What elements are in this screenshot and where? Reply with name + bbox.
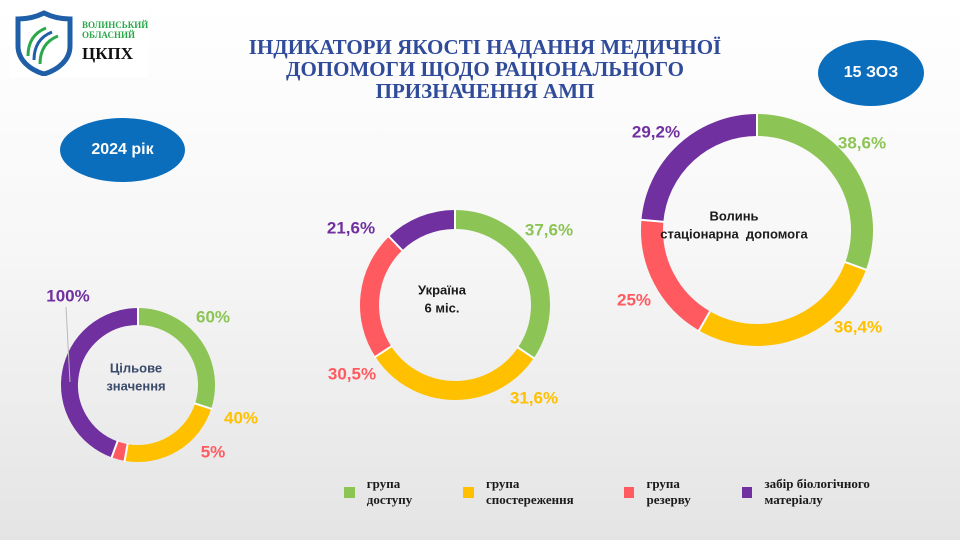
- data-label-reserve: 25%: [617, 290, 651, 309]
- legend-swatch: [344, 486, 355, 498]
- legend-label: група доступу: [366, 476, 413, 507]
- page-title: ІНДИКАТОРИ ЯКОСТІ НАДАННЯ МЕДИЧНОЇ ДОПОМ…: [248, 35, 722, 103]
- center-label: Цільове: [110, 360, 162, 375]
- donut-chart-2: 37,6% 31,6% 30,5% 21,6% Україна 6 міс.: [327, 209, 573, 407]
- legend-label: група резерву: [646, 476, 691, 507]
- segment-divider: [516, 346, 536, 360]
- legend-label: група спостереження: [485, 476, 574, 507]
- segment-access: [756, 114, 873, 270]
- data-label-sampling: 21,6%: [327, 218, 375, 237]
- segment-watch: [124, 403, 212, 462]
- legend-item-sampling: забір біологічного матеріалу: [741, 476, 928, 508]
- center-label: Волинь: [709, 208, 758, 223]
- donut-chart-1: 60% 40% 5% 100% Цільове значення: [46, 286, 258, 462]
- segment-divider: [110, 440, 119, 459]
- data-label-access: 37,6%: [525, 220, 573, 239]
- segment-watch: [699, 261, 867, 346]
- center-label: стаціонарна допомога: [660, 226, 808, 241]
- segment-divider: [844, 260, 868, 271]
- data-label-sampling: 29,2%: [632, 122, 680, 141]
- legend-label: забір біологічного матеріалу: [764, 476, 870, 507]
- segment-divider: [387, 235, 404, 252]
- data-label-reserve: 5%: [201, 442, 226, 461]
- legend-swatch: [463, 486, 474, 498]
- center-label: значення: [106, 378, 165, 393]
- segment-sampling: [641, 114, 758, 223]
- segment-sampling: [61, 308, 139, 458]
- segment-divider: [640, 218, 665, 223]
- year-badge: 2024 рік: [60, 118, 185, 182]
- segment-divider: [373, 345, 393, 359]
- donut-chart-3: 38,6% 36,4% 25% 29,2% Волинь стаціонарна допо…: [617, 113, 886, 346]
- segment-access: [137, 308, 215, 409]
- shield-icon: [15, 10, 73, 76]
- legend-swatch: [741, 486, 753, 498]
- data-label-watch: 40%: [224, 408, 258, 427]
- data-label-access: 60%: [196, 307, 230, 326]
- logo-subtitle: ВОЛИНСЬКИЙ ОБЛАСНИЙ: [82, 20, 149, 40]
- legend-item-watch: група спостереження: [463, 476, 608, 508]
- legend-item-access: група доступу: [344, 476, 447, 508]
- segment-divider: [193, 402, 213, 411]
- data-label-access: 38,6%: [838, 133, 886, 152]
- segment-reserve: [111, 441, 128, 461]
- segment-reserve: [360, 236, 403, 357]
- segment-divider: [697, 310, 712, 332]
- data-label-reserve: 30,5%: [328, 364, 376, 383]
- segment-reserve: [641, 219, 711, 331]
- leader-line: [65, 306, 71, 383]
- data-label-watch: 31,6%: [510, 388, 558, 407]
- legend-item-reserve: група резерву: [623, 476, 726, 508]
- data-label-sampling: 100%: [46, 286, 89, 305]
- facilities-badge: 15 ЗОЗ: [818, 40, 924, 106]
- legend: група доступу група спостереження група …: [344, 476, 944, 507]
- segment-divider: [123, 442, 129, 462]
- legend-swatch: [623, 486, 635, 498]
- data-label-watch: 36,4%: [834, 317, 882, 336]
- logo-title: ЦКПХ: [82, 44, 134, 63]
- logo: ВОЛИНСЬКИЙ ОБЛАСНИЙ ЦКПХ: [10, 6, 148, 78]
- center-label: 6 міс.: [425, 300, 460, 315]
- segment-access: [454, 210, 550, 359]
- segment-watch: [375, 346, 534, 400]
- segment-sampling: [389, 210, 456, 251]
- center-label: Україна: [418, 282, 467, 297]
